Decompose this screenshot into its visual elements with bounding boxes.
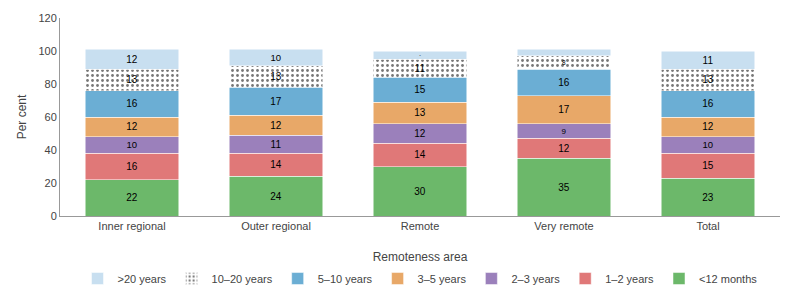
svg-text:4: 4 xyxy=(564,52,565,53)
svg-text:22: 22 xyxy=(126,192,138,203)
svg-text:40: 40 xyxy=(45,144,57,156)
svg-text:23: 23 xyxy=(702,192,714,203)
svg-text:13: 13 xyxy=(270,71,282,82)
svg-text:Inner regional: Inner regional xyxy=(98,220,165,232)
svg-text:Remoteness area: Remoteness area xyxy=(373,250,468,264)
svg-text:13: 13 xyxy=(126,74,138,85)
svg-text:80: 80 xyxy=(45,78,57,90)
svg-text:<12 months: <12 months xyxy=(699,273,757,285)
svg-text:1–2 years: 1–2 years xyxy=(605,273,654,285)
svg-text:11: 11 xyxy=(703,55,714,66)
svg-text:10–20 years: 10–20 years xyxy=(212,273,273,285)
svg-text:12: 12 xyxy=(414,128,426,139)
svg-text:12: 12 xyxy=(126,121,138,132)
svg-text:16: 16 xyxy=(702,98,714,109)
svg-text:11: 11 xyxy=(415,63,426,74)
svg-text:Per cent: Per cent xyxy=(15,94,29,139)
svg-text:Total: Total xyxy=(696,220,719,232)
svg-text:60: 60 xyxy=(45,111,57,123)
svg-text:5: 5 xyxy=(419,54,421,56)
svg-text:8: 8 xyxy=(562,59,566,66)
svg-text:0: 0 xyxy=(51,210,57,222)
svg-text:Outer regional: Outer regional xyxy=(241,220,311,232)
svg-text:13: 13 xyxy=(414,107,426,118)
svg-text:12: 12 xyxy=(702,121,714,132)
svg-text:Very remote: Very remote xyxy=(534,220,593,232)
svg-text:Remote: Remote xyxy=(401,220,440,232)
svg-text:3–5 years: 3–5 years xyxy=(418,273,467,285)
svg-text:35: 35 xyxy=(558,182,570,193)
svg-text:14: 14 xyxy=(270,159,282,170)
svg-text:15: 15 xyxy=(702,160,714,171)
svg-text:5–10 years: 5–10 years xyxy=(318,273,373,285)
svg-text:10: 10 xyxy=(126,139,137,150)
svg-text:>20 years: >20 years xyxy=(118,273,167,285)
svg-text:17: 17 xyxy=(270,96,282,107)
svg-text:16: 16 xyxy=(126,98,138,109)
svg-text:17: 17 xyxy=(558,104,570,115)
svg-text:15: 15 xyxy=(414,84,426,95)
svg-text:100: 100 xyxy=(38,45,56,57)
svg-text:12: 12 xyxy=(270,120,282,131)
svg-text:13: 13 xyxy=(702,74,714,85)
svg-text:16: 16 xyxy=(558,77,570,88)
svg-text:16: 16 xyxy=(126,161,138,172)
svg-text:24: 24 xyxy=(270,191,282,202)
svg-text:2–3 years: 2–3 years xyxy=(511,273,560,285)
svg-text:11: 11 xyxy=(271,139,282,150)
svg-text:30: 30 xyxy=(414,186,426,197)
svg-text:12: 12 xyxy=(126,54,138,65)
svg-text:10: 10 xyxy=(270,52,281,63)
svg-text:120: 120 xyxy=(38,12,56,24)
svg-text:10: 10 xyxy=(702,139,713,150)
svg-text:20: 20 xyxy=(45,177,57,189)
svg-text:12: 12 xyxy=(558,143,570,154)
svg-text:9: 9 xyxy=(562,127,567,136)
svg-text:14: 14 xyxy=(414,149,426,160)
